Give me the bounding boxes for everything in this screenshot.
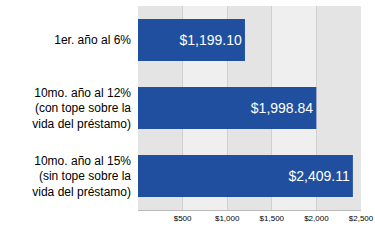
svg-text:$1,998.84: $1,998.84 [251, 100, 313, 116]
svg-text:$2,409.11: $2,409.11 [288, 168, 349, 184]
svg-text:$1,199.10: $1,199.10 [179, 32, 241, 48]
svg-text:$1,500: $1,500 [260, 214, 285, 223]
svg-text:$2,000: $2,000 [304, 214, 329, 223]
svg-text:$500: $500 [174, 214, 192, 223]
svg-text:1er. año al 6%: 1er. año al 6% [54, 33, 131, 47]
svg-text:10mo. año al 12%(con tope sobr: 10mo. año al 12%(con tope sobre lavida d… [32, 86, 131, 131]
svg-text:$1,000: $1,000 [215, 214, 240, 223]
svg-text:10mo. año al 15%(sin tope sobr: 10mo. año al 15%(sin tope sobre lavida d… [32, 154, 131, 199]
svg-text:$2,500: $2,500 [349, 214, 374, 223]
